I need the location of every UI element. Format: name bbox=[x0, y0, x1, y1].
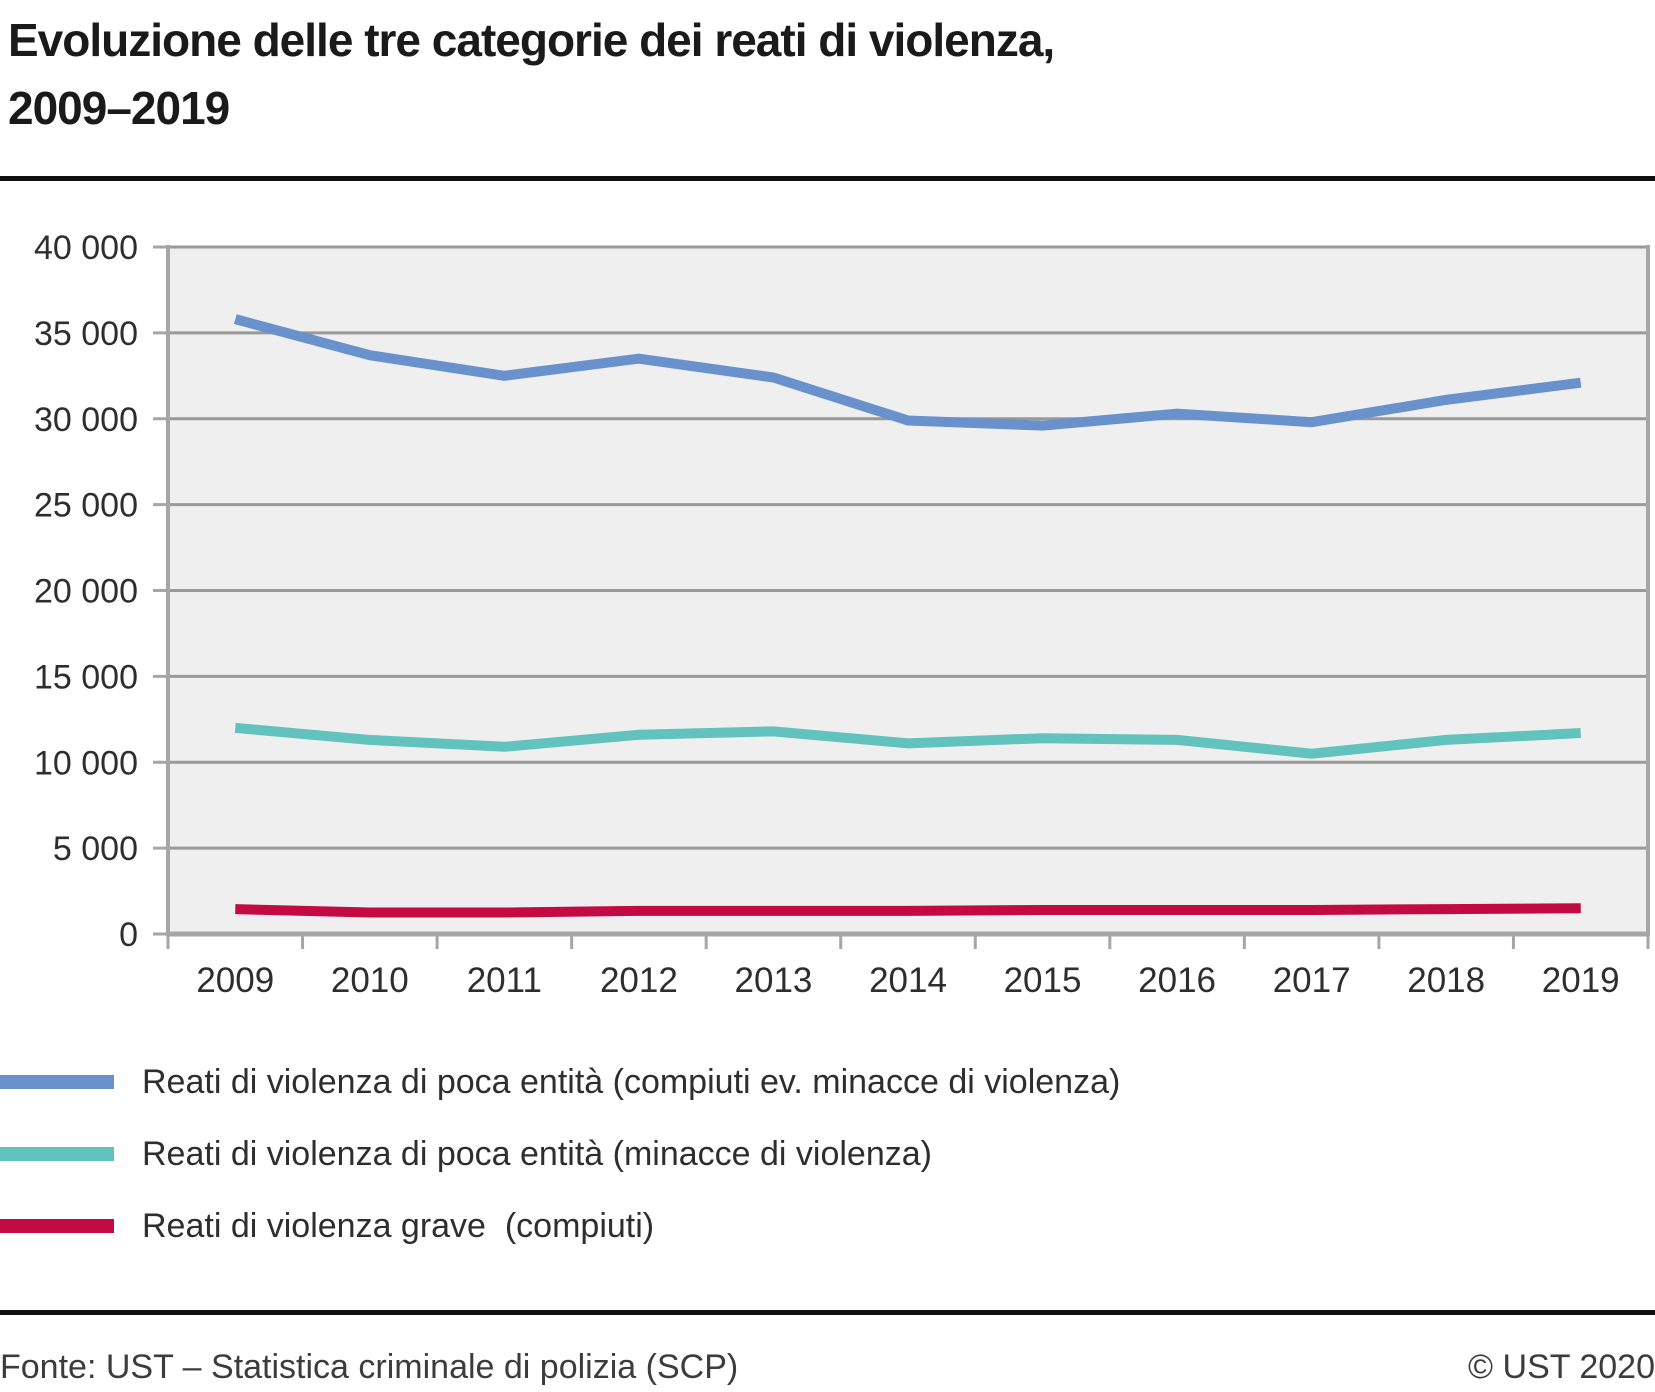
series-line-0 bbox=[233, 314, 1582, 431]
footer-separator-line bbox=[0, 1310, 1655, 1315]
legend-label: Reati di violenza di poca entità (compiu… bbox=[142, 1062, 1121, 1101]
footer: Fonte: UST – Statistica criminale di pol… bbox=[0, 1340, 1655, 1392]
chart-title-line-1: Evoluzione delle tre categorie dei reati… bbox=[8, 14, 1055, 66]
x-axis-label-2014: 2014 bbox=[869, 961, 947, 1000]
x-axis-label-2016: 2016 bbox=[1138, 961, 1216, 1000]
title-separator-line bbox=[0, 176, 1655, 181]
y-axis-label-10000: 10 000 bbox=[34, 744, 138, 782]
series-line-2 bbox=[235, 903, 1581, 918]
x-axis-label-2011: 2011 bbox=[467, 961, 542, 1000]
legend-swatch-teal bbox=[0, 1147, 114, 1161]
x-axis-label-2018: 2018 bbox=[1407, 961, 1485, 1000]
x-axis-label-2019: 2019 bbox=[1542, 961, 1620, 1000]
legend-item-serious-completed: Reati di violenza grave (compiuti) bbox=[0, 1190, 1655, 1262]
x-axis-label-2012: 2012 bbox=[600, 961, 678, 1000]
y-axis-label-5000: 5 000 bbox=[53, 830, 138, 868]
y-axis-label-20000: 20 000 bbox=[34, 573, 138, 611]
x-axis-label-2017: 2017 bbox=[1273, 961, 1351, 1000]
chart-legend: Reati di violenza di poca entità (compiu… bbox=[0, 1046, 1655, 1262]
copyright-note: © UST 2020 bbox=[1468, 1347, 1655, 1386]
legend-item-minor-completed: Reati di violenza di poca entità (compiu… bbox=[0, 1046, 1655, 1118]
y-axis-label-0: 0 bbox=[119, 916, 138, 954]
series-line-1 bbox=[234, 722, 1581, 759]
y-axis-label-40000: 40 000 bbox=[34, 229, 138, 267]
source-note: Fonte: UST – Statistica criminale di pol… bbox=[0, 1347, 739, 1386]
legend-label: Reati di violenza di poca entità (minacc… bbox=[142, 1134, 932, 1173]
legend-item-minor-threats: Reati di violenza di poca entità (minacc… bbox=[0, 1118, 1655, 1190]
y-axis-label-30000: 30 000 bbox=[34, 401, 138, 439]
y-axis-label-35000: 35 000 bbox=[34, 315, 138, 353]
legend-swatch-blue bbox=[0, 1075, 114, 1089]
x-axis-label-2010: 2010 bbox=[331, 961, 409, 1000]
legend-swatch-red bbox=[0, 1219, 114, 1233]
legend-label: Reati di violenza grave (compiuti) bbox=[142, 1206, 655, 1245]
x-axis-label-2009: 2009 bbox=[196, 961, 274, 1000]
chart-title: Evoluzione delle tre categorie dei reati… bbox=[8, 6, 1628, 142]
y-axis-label-25000: 25 000 bbox=[34, 487, 138, 525]
x-axis-label-2015: 2015 bbox=[1004, 961, 1082, 1000]
chart-title-line-2: 2009–2019 bbox=[8, 82, 230, 134]
x-axis-label-2013: 2013 bbox=[735, 961, 813, 1000]
y-axis-label-15000: 15 000 bbox=[34, 658, 138, 696]
